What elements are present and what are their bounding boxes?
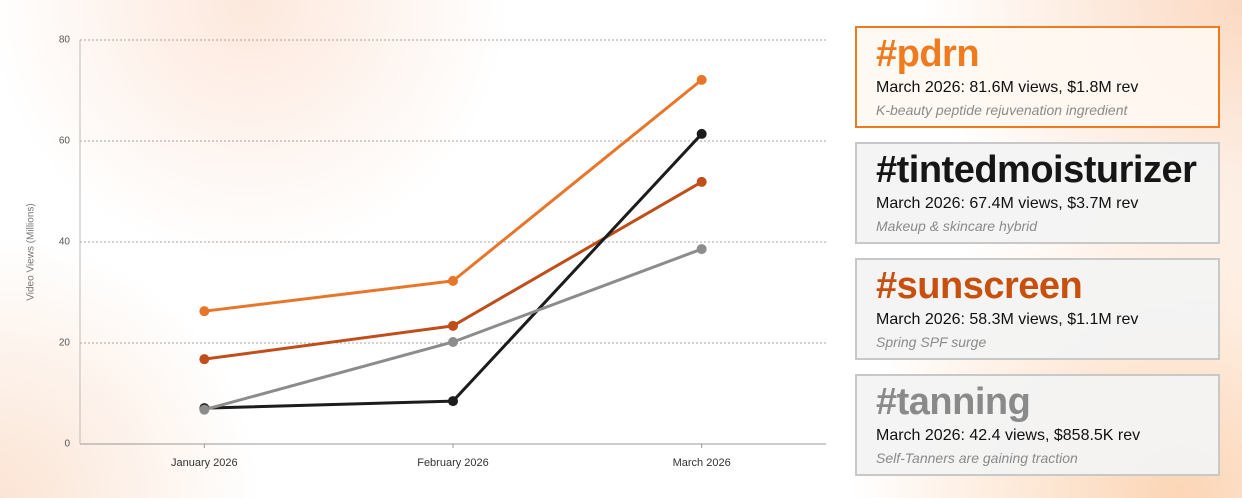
y-tick-label: 0 bbox=[64, 439, 70, 450]
series-line bbox=[204, 132, 703, 410]
x-tick-label: January 2026 bbox=[171, 457, 238, 469]
hashtag-card: #pdrn March 2026: 81.6M views, $1.8M rev K… bbox=[855, 26, 1220, 128]
card-title: #tintedmoisturizer bbox=[876, 149, 1197, 191]
series-line bbox=[204, 180, 703, 361]
card-stats: March 2026: 58.3M views, $1.1M rev bbox=[876, 311, 1139, 328]
card-note: Self-Tanners are gaining traction bbox=[876, 450, 1078, 466]
card-stats: March 2026: 67.4M views, $3.7M rev bbox=[876, 195, 1139, 212]
y-tick-label: 60 bbox=[59, 136, 71, 147]
card-title: #pdrn bbox=[876, 33, 980, 75]
data-point bbox=[199, 404, 210, 415]
x-tick-label: March 2026 bbox=[673, 457, 731, 469]
data-point bbox=[696, 128, 707, 139]
data-point bbox=[696, 244, 707, 255]
card-stats: March 2026: 42.4 views, $858.5K rev bbox=[876, 427, 1141, 444]
data-point bbox=[199, 306, 210, 317]
hashtag-card: #tanning March 2026: 42.4 views, $858.5K … bbox=[855, 374, 1220, 476]
card-note: K-beauty peptide rejuvenation ingredient bbox=[876, 102, 1128, 118]
card-note: Makeup & skincare hybrid bbox=[876, 218, 1038, 234]
hashtag-card: #sunscreen March 2026: 58.3M views, $1.1M… bbox=[855, 258, 1220, 360]
y-tick-label: 40 bbox=[59, 237, 71, 248]
data-point bbox=[696, 74, 707, 85]
data-point bbox=[448, 320, 458, 331]
card-stats: March 2026: 81.6M views, $1.8M rev bbox=[876, 79, 1139, 96]
y-tick-label: 80 bbox=[59, 35, 71, 46]
data-point bbox=[696, 176, 707, 187]
y-tick-label: 20 bbox=[59, 338, 71, 349]
data-point bbox=[199, 354, 210, 365]
data-point bbox=[448, 275, 458, 286]
data-point bbox=[448, 396, 458, 407]
x-tick-label: February 2026 bbox=[417, 457, 489, 469]
card-title: #tanning bbox=[876, 381, 1031, 423]
hashtag-card: #tintedmoisturizer March 2026: 67.4M view… bbox=[855, 142, 1220, 244]
card-title: #sunscreen bbox=[876, 265, 1083, 307]
data-point bbox=[448, 336, 458, 347]
chart: Video Views (Millions) 0 20 40 60 80 January … bbox=[26, 35, 826, 469]
y-axis-label: Video Views (Millions) bbox=[26, 203, 37, 300]
card-note: Spring SPF surge bbox=[876, 334, 987, 350]
